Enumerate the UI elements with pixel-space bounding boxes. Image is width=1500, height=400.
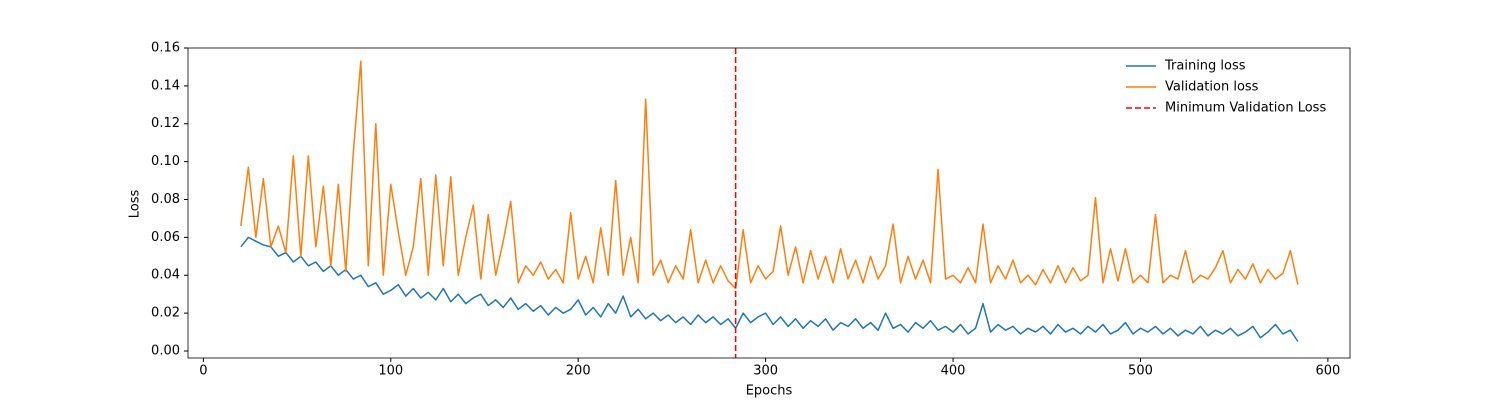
y-tick-label: 0.12 <box>151 116 180 131</box>
y-tick-label: 0.04 <box>151 268 180 283</box>
plot-frame <box>187 47 1351 359</box>
y-tick-label: 0.00 <box>151 343 180 358</box>
x-tick-label: 0 <box>199 364 207 379</box>
y-tick-label: 0.14 <box>151 78 180 93</box>
legend-label: Minimum Validation Loss <box>1165 101 1326 116</box>
y-axis-label: Loss <box>128 190 143 219</box>
series-line <box>240 60 1299 290</box>
legend-label: Training loss <box>1164 59 1246 74</box>
x-tick-label: 100 <box>378 364 403 379</box>
y-tick-label: 0.10 <box>151 154 180 169</box>
x-tick-label: 300 <box>753 364 778 379</box>
x-tick-label: 400 <box>941 364 966 379</box>
x-tick-label: 600 <box>1315 364 1340 379</box>
y-tick-label: 0.06 <box>151 230 180 245</box>
x-tick-label: 500 <box>1128 364 1153 379</box>
y-tick-label: 0.08 <box>151 192 180 207</box>
series-line <box>240 236 1299 342</box>
y-tick-label: 0.02 <box>151 306 180 321</box>
x-tick-label: 200 <box>566 364 591 379</box>
y-tick-label: 0.16 <box>151 41 180 56</box>
legend-label: Validation loss <box>1165 80 1259 95</box>
x-axis-label: Epochs <box>746 384 793 399</box>
